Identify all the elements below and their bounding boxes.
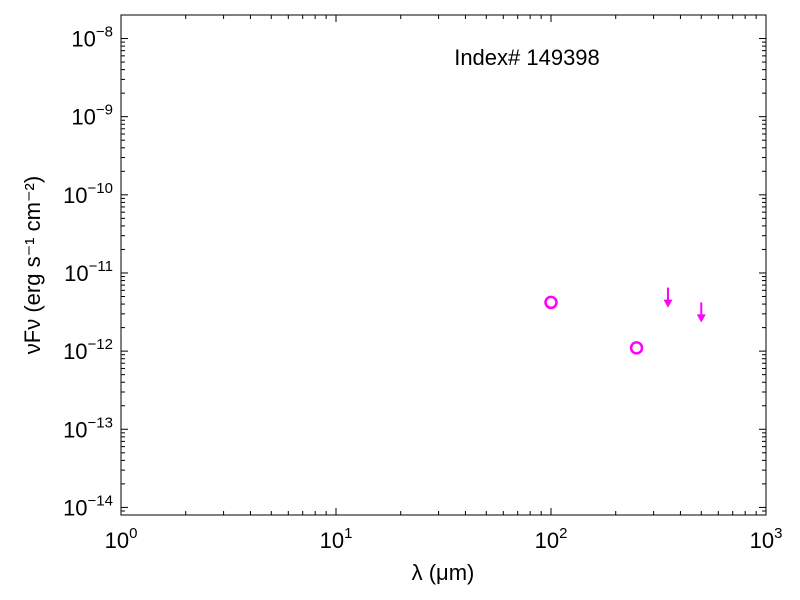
y-tick-label: 10−13 [63,414,113,442]
annotation-label: Index# 149398 [454,45,600,70]
y-tick-base: 10 [63,417,87,442]
x-tick-label: 100 [105,525,138,553]
detection-point [629,341,644,355]
y-tick-label: 10−14 [63,492,113,520]
plot-frame [120,14,767,516]
upper-limit-head [663,299,673,308]
y-tick-base: 10 [63,495,87,520]
y-tick-base: 10 [63,183,87,208]
y-tick-label: 10−8 [71,24,113,52]
y-tick-exponent: −11 [89,258,113,275]
y-tick-exponent: −10 [88,180,113,197]
y-tick-exponent: −14 [88,492,113,509]
y-tick-label: 10−11 [64,258,113,286]
plot-area [121,15,766,515]
detection-point [544,295,558,310]
y-tick-label: 10−9 [71,102,113,130]
upper-limit-head [696,314,706,323]
upper-limit-arrow [696,302,706,323]
y-tick-base: 10 [64,261,88,286]
y-tick-exponent: −12 [88,336,113,353]
x-tick-exponent: 3 [774,525,782,542]
y-tick-base: 10 [71,27,95,52]
y-tick-base: 10 [63,339,87,364]
x-tick-labels: 100 101 102 103 [105,525,783,553]
y-tick-exponent: −8 [96,24,113,41]
upper-limit-arrow [663,287,673,308]
x-tick-base: 10 [105,528,129,553]
x-tick-label: 101 [320,525,353,553]
x-tick-base: 10 [320,528,344,553]
data-points [544,287,706,355]
y-tick-exponent: −9 [96,102,113,119]
y-tick-exponent: −13 [88,414,113,431]
y-axis-label: νFν (erg s⁻¹ cm⁻²) [20,176,45,354]
y-tick-base: 10 [71,105,95,130]
x-axis-label: λ (μm) [412,560,475,585]
x-tick-base: 10 [535,528,559,553]
y-tick-label: 10−10 [63,180,113,208]
x-tick-label: 102 [535,525,568,553]
x-tick-label: 103 [750,525,783,553]
x-tick-exponent: 1 [344,525,352,542]
x-tick-base: 10 [750,528,774,553]
minor-ticks [121,15,766,515]
x-tick-exponent: 0 [129,525,137,542]
x-tick-exponent: 2 [559,525,567,542]
y-tick-label: 10−12 [63,336,113,364]
